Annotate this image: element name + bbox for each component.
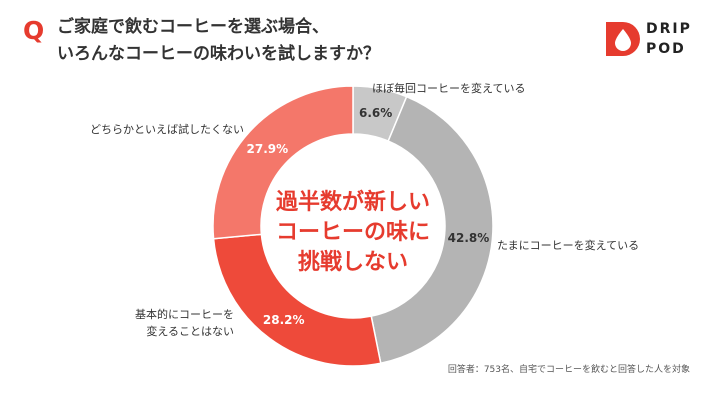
category-label: どちらかといえば試したくない xyxy=(90,122,244,136)
respondent-note: 回答者：753名、自宅でコーヒーを飲むと回答した人を対象 xyxy=(447,365,690,375)
center-headline: 挑戦しない xyxy=(298,250,408,275)
question-title: ご家庭で飲むコーヒーを選ぶ場合、 いろんなコーヒーの味わいを試しますか？ xyxy=(57,14,380,68)
drip-logo-icon xyxy=(606,22,640,56)
slice-value-label: 6.6% xyxy=(359,106,392,120)
logo-text-line-2: POD xyxy=(646,41,686,57)
title-line-2: いろんなコーヒーの味わいを試しますか？ xyxy=(57,44,380,64)
drip-pod-logo: DRIP POD xyxy=(604,20,694,64)
donut-slice xyxy=(370,95,494,365)
category-label: 基本的にコーヒーを xyxy=(135,307,234,321)
slice-value-label: 42.8% xyxy=(448,231,490,245)
question-mark-icon: Q xyxy=(23,16,45,45)
title-line-1: ご家庭で飲むコーヒーを選ぶ場合、 xyxy=(57,17,329,37)
slice-value-label: 27.9% xyxy=(247,142,289,156)
category-label: 変えることはない xyxy=(146,324,234,338)
category-label: ほぼ毎回コーヒーを変えている xyxy=(372,81,525,95)
logo-text: DRIP POD xyxy=(646,19,692,59)
donut-slice xyxy=(212,85,354,240)
logo-text-line-1: DRIP xyxy=(646,21,692,37)
center-headline: 過半数が新しい xyxy=(276,189,430,215)
slice-value-label: 28.2% xyxy=(263,313,305,327)
category-label: たまにコーヒーを変えている xyxy=(497,238,639,252)
center-headline: コーヒーの味に xyxy=(276,220,430,245)
